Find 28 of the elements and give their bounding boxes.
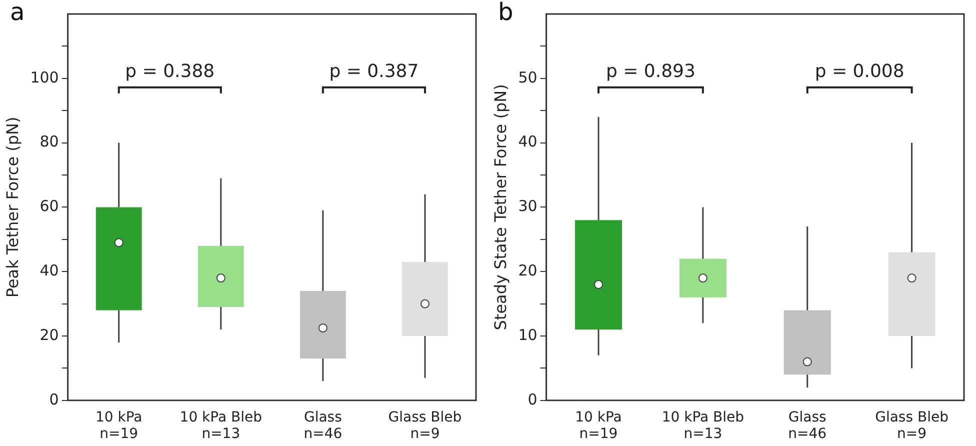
- y-tick-label: 100: [30, 68, 59, 86]
- annotation: p = 0.893: [606, 61, 696, 82]
- annotation: p = 0.008: [814, 61, 904, 82]
- x-tick-label: 10 kPa n=19: [575, 409, 622, 442]
- chart-title: a: [10, 0, 25, 26]
- x-tick-label: Glass n=46: [788, 409, 827, 442]
- y-axis-title: Steady State Tether Force (pN): [490, 84, 510, 330]
- x-tick-label: Glass n=46: [304, 409, 342, 442]
- y-tick-label: 20: [40, 326, 59, 344]
- annotation: p = 0.388: [125, 61, 215, 82]
- y-axis-title: Peak Tether Force (pN): [2, 116, 22, 298]
- y-tick-label: 30: [518, 197, 538, 216]
- y-tick-label: 40: [518, 132, 538, 151]
- y-tick-label: 10: [518, 326, 538, 344]
- y-tick-label: 80: [40, 132, 59, 151]
- y-tick-label: 60: [40, 197, 59, 216]
- x-tick-label: Glass Bleb n=9: [875, 409, 949, 442]
- y-tick-label: 50: [518, 68, 538, 86]
- y-tick-label: 20: [518, 261, 538, 280]
- x-tick-label: 10 kPa n=19: [95, 409, 142, 442]
- x-tick-label: 10 kPa Bleb n=13: [662, 409, 744, 442]
- x-tick-label: 10 kPa Bleb n=13: [180, 409, 262, 442]
- annotation: p = 0.387: [329, 61, 419, 82]
- y-tick-label: 40: [40, 261, 59, 280]
- y-tick-label: 0: [49, 390, 59, 408]
- x-tick-label: Glass Bleb n=9: [388, 409, 462, 442]
- y-tick-label: 0: [528, 390, 538, 408]
- chart-title: b: [498, 0, 514, 26]
